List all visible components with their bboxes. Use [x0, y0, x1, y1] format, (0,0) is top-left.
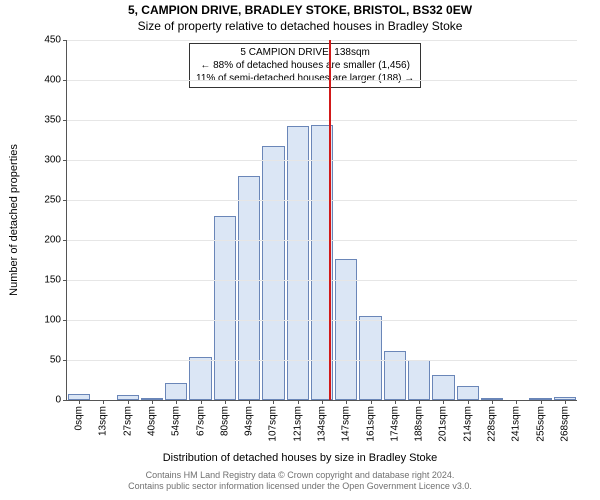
- chart-subtitle: Size of property relative to detached ho…: [0, 19, 600, 33]
- bar: [165, 383, 187, 400]
- plot-area: 5 CAMPION DRIVE: 138sqm ← 88% of detache…: [66, 40, 577, 401]
- gridline: [67, 120, 577, 121]
- bar: [238, 176, 260, 400]
- x-tick-label: 0sqm: [74, 406, 85, 430]
- y-tick-label: 150: [27, 275, 61, 286]
- x-tick: [225, 400, 226, 404]
- x-tick-label: 80sqm: [219, 406, 230, 436]
- x-tick-label: 201sqm: [438, 406, 449, 442]
- x-tick-label: 255sqm: [535, 406, 546, 442]
- x-tick: [176, 400, 177, 404]
- y-tick: [63, 360, 67, 361]
- x-tick-label: 13sqm: [98, 406, 109, 436]
- y-tick: [63, 120, 67, 121]
- x-tick-label: 40sqm: [147, 406, 158, 436]
- x-tick-label: 147sqm: [341, 406, 352, 442]
- annotation-line1: 5 CAMPION DRIVE: 138sqm: [196, 46, 414, 59]
- footnote-line2: Contains public sector information licen…: [128, 481, 472, 491]
- bars-layer: [67, 40, 577, 400]
- gridline: [67, 160, 577, 161]
- x-tick: [152, 400, 153, 404]
- footnote: Contains HM Land Registry data © Crown c…: [0, 470, 600, 493]
- x-tick-label: 121sqm: [292, 406, 303, 442]
- footnote-line1: Contains HM Land Registry data © Crown c…: [146, 470, 455, 480]
- bar: [214, 216, 236, 400]
- x-tick-label: 241sqm: [511, 406, 522, 442]
- y-tick-label: 450: [27, 35, 61, 46]
- y-tick-label: 0: [27, 395, 61, 406]
- y-tick: [63, 240, 67, 241]
- x-tick-label: 174sqm: [389, 406, 400, 442]
- bar: [262, 146, 284, 400]
- y-tick: [63, 320, 67, 321]
- gridline: [67, 200, 577, 201]
- y-axis-title: Number of detached properties: [8, 144, 20, 296]
- bar: [189, 357, 211, 400]
- x-tick: [492, 400, 493, 404]
- y-tick: [63, 400, 67, 401]
- y-tick-label: 50: [27, 355, 61, 366]
- y-tick-label: 300: [27, 155, 61, 166]
- reference-line: [329, 40, 331, 400]
- x-tick: [128, 400, 129, 404]
- y-tick-label: 200: [27, 235, 61, 246]
- y-tick: [63, 200, 67, 201]
- x-tick-label: 188sqm: [414, 406, 425, 442]
- x-tick: [395, 400, 396, 404]
- x-tick-label: 94sqm: [244, 406, 255, 436]
- bar: [359, 316, 381, 400]
- bar: [457, 386, 479, 400]
- annotation-line2: ← 88% of detached houses are smaller (1,…: [196, 59, 414, 72]
- annotation-box: 5 CAMPION DRIVE: 138sqm ← 88% of detache…: [189, 43, 421, 88]
- x-tick-label: 107sqm: [268, 406, 279, 442]
- y-tick-label: 100: [27, 315, 61, 326]
- x-tick: [371, 400, 372, 404]
- x-tick-label: 214sqm: [462, 406, 473, 442]
- x-tick: [322, 400, 323, 404]
- bar: [384, 351, 406, 400]
- y-tick: [63, 160, 67, 161]
- x-tick: [201, 400, 202, 404]
- gridline: [67, 320, 577, 321]
- x-tick-label: 54sqm: [171, 406, 182, 436]
- bar: [287, 126, 309, 400]
- x-tick: [565, 400, 566, 404]
- x-tick: [249, 400, 250, 404]
- x-tick: [468, 400, 469, 404]
- x-tick: [298, 400, 299, 404]
- y-tick: [63, 40, 67, 41]
- x-tick-label: 27sqm: [122, 406, 133, 436]
- x-tick-label: 134sqm: [317, 406, 328, 442]
- gridline: [67, 40, 577, 41]
- gridline: [67, 360, 577, 361]
- x-tick: [273, 400, 274, 404]
- x-tick: [419, 400, 420, 404]
- x-axis-caption: Distribution of detached houses by size …: [0, 452, 600, 464]
- y-tick-label: 400: [27, 75, 61, 86]
- x-tick-label: 268sqm: [559, 406, 570, 442]
- annotation-line3: 11% of semi-detached houses are larger (…: [196, 72, 414, 85]
- x-tick: [79, 400, 80, 404]
- x-tick: [516, 400, 517, 404]
- chart-container: 5, CAMPION DRIVE, BRADLEY STOKE, BRISTOL…: [0, 0, 600, 500]
- x-tick: [346, 400, 347, 404]
- y-tick: [63, 80, 67, 81]
- gridline: [67, 240, 577, 241]
- y-tick: [63, 280, 67, 281]
- bar: [408, 360, 430, 400]
- x-tick-label: 228sqm: [487, 406, 498, 442]
- gridline: [67, 80, 577, 81]
- y-tick-label: 350: [27, 115, 61, 126]
- x-tick: [443, 400, 444, 404]
- x-tick: [541, 400, 542, 404]
- bar: [432, 375, 454, 400]
- x-tick: [103, 400, 104, 404]
- y-tick-label: 250: [27, 195, 61, 206]
- x-tick-label: 161sqm: [365, 406, 376, 442]
- x-tick-label: 67sqm: [195, 406, 206, 436]
- chart-title: 5, CAMPION DRIVE, BRADLEY STOKE, BRISTOL…: [0, 3, 600, 17]
- gridline: [67, 280, 577, 281]
